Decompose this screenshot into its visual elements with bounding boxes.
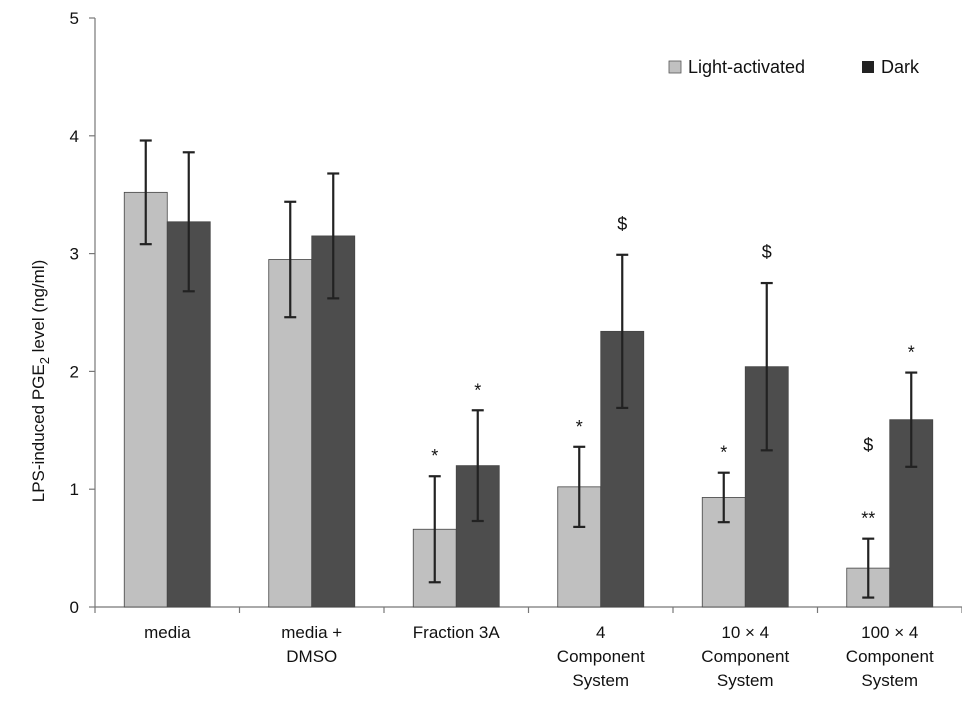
x-category-label: System (861, 671, 918, 690)
x-category-label: Component (701, 647, 789, 666)
legend-swatch-dark (862, 61, 874, 73)
significance-mark: * (576, 417, 583, 437)
legend-swatch-light-activated (668, 60, 682, 74)
legend-label-light-activated: Light-activated (688, 57, 805, 77)
legend: Light-activated Dark (668, 57, 920, 77)
x-category-label: 4 (596, 623, 605, 642)
legend-label-dark: Dark (881, 57, 920, 77)
significance-mark: $ (617, 214, 627, 234)
x-axis-labels: media media + DMSO Fraction 3A 4 Component Sys… (144, 623, 934, 690)
significance-mark: * (431, 446, 438, 466)
significance-mark: $ (863, 435, 873, 455)
chart-axes (89, 17, 962, 613)
x-category-label: System (717, 671, 774, 690)
bar-light-activated (123, 191, 168, 608)
chart-error-bars (139, 139, 918, 599)
x-category-label: 10 × 4 (721, 623, 769, 642)
chart-bars (123, 191, 934, 608)
x-category-label: Component (846, 647, 934, 666)
significance-mark: * (720, 443, 727, 463)
y-tick-label: 3 (70, 245, 79, 264)
y-tick-label: 4 (70, 127, 79, 146)
x-category-label: Component (557, 647, 645, 666)
significance-mark: * (908, 343, 915, 363)
significance-mark: $ (762, 242, 772, 262)
x-category-label: media + (281, 623, 342, 642)
y-axis-label: LPS-induced PGE2 level (ng/ml) (29, 260, 52, 503)
x-category-label: 100 × 4 (861, 623, 918, 642)
y-axis-tick-labels: 0 1 2 3 4 5 (70, 9, 79, 617)
x-category-label: media (144, 623, 191, 642)
y-tick-label: 5 (70, 9, 79, 28)
y-tick-label: 1 (70, 480, 79, 499)
y-tick-label: 2 (70, 362, 79, 381)
significance-mark: ** (861, 509, 875, 529)
y-tick-label: 0 (70, 598, 79, 617)
significance-mark: * (474, 380, 481, 400)
x-category-label: DMSO (286, 647, 337, 666)
x-category-label: System (572, 671, 629, 690)
x-category-label: Fraction 3A (413, 623, 501, 642)
chart-annotations: ***$*$***$ (431, 214, 915, 529)
